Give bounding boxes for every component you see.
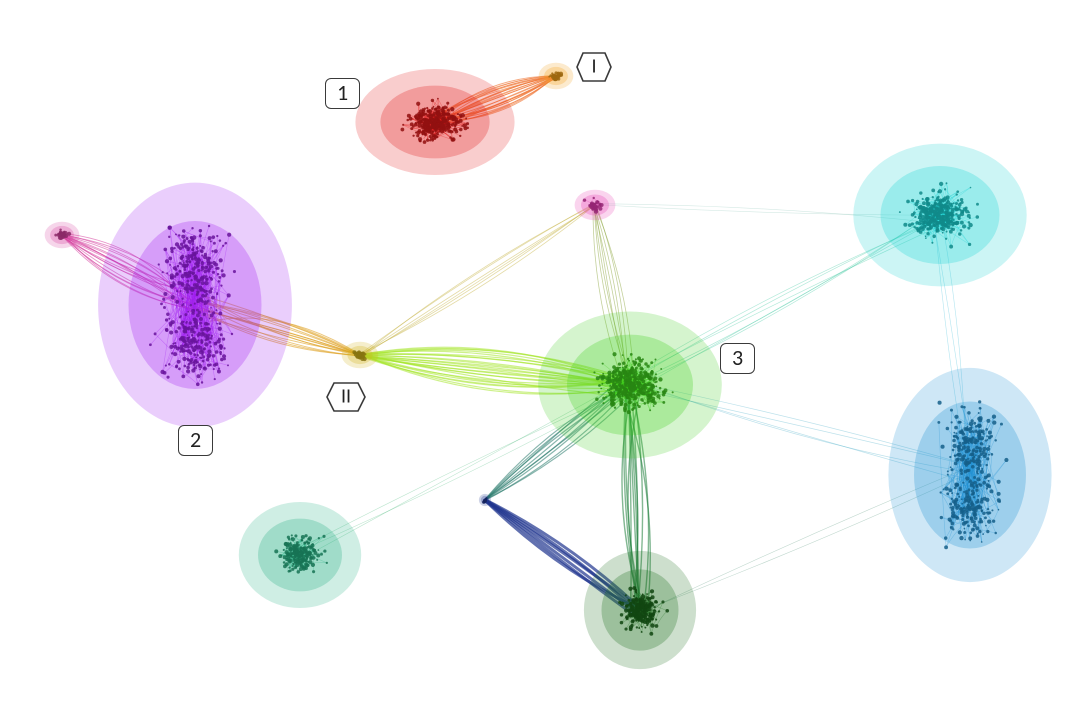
cluster-blob-layer: [45, 63, 1052, 669]
cluster-label-3-text: 3: [732, 344, 743, 371]
cluster-label-1-text: 1: [337, 79, 348, 106]
hub-label-I-text: I: [576, 55, 612, 79]
cluster-label-1: 1: [325, 78, 360, 109]
hub-label-II-text: II: [326, 385, 366, 409]
network-diagram: [0, 0, 1074, 706]
cluster-label-3: 3: [720, 343, 755, 374]
hub-label-II: II: [326, 382, 366, 412]
cluster-label-2: 2: [178, 425, 213, 456]
hub-label-I: I: [576, 52, 612, 82]
cluster-label-2-text: 2: [190, 426, 201, 453]
